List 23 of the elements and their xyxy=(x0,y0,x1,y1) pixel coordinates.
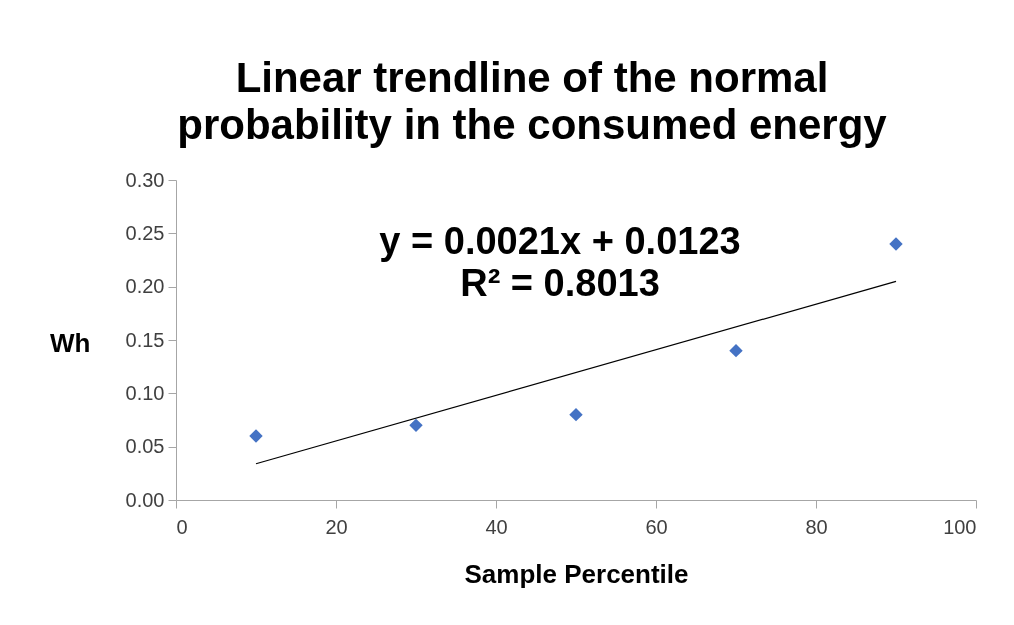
y-tick-label: 0.30 xyxy=(125,168,165,191)
annotation: y = 0.0021x + 0.0123 xyxy=(379,220,741,262)
x-tick-label: 40 xyxy=(485,515,508,538)
y-tick-label: 0.15 xyxy=(125,328,165,351)
point xyxy=(249,429,263,443)
x-axis-title: Sample Percentile xyxy=(464,558,689,589)
annotation: R² = 0.8013 xyxy=(460,262,660,304)
x-tick-label: 20 xyxy=(325,515,348,538)
y-axis-title: Wh xyxy=(50,327,91,358)
chart-title: Linear trendline of the normal probability in the consumed energy xyxy=(177,54,888,148)
point xyxy=(409,418,423,433)
x-tick-label: 60 xyxy=(645,515,668,538)
y-tick-label: 0.20 xyxy=(125,275,165,298)
y-tick-label: 0.25 xyxy=(125,221,165,244)
point xyxy=(889,237,903,251)
x-tick-label: 100 xyxy=(943,515,977,538)
y-tick-label: 0.10 xyxy=(125,381,165,404)
x-tick-label: 80 xyxy=(805,515,828,538)
x-tick-label: 0 xyxy=(176,515,188,538)
y-tick-label: 0.05 xyxy=(125,435,165,458)
y-tick-label: 0.00 xyxy=(125,488,165,511)
point xyxy=(569,407,583,422)
point xyxy=(729,343,743,358)
